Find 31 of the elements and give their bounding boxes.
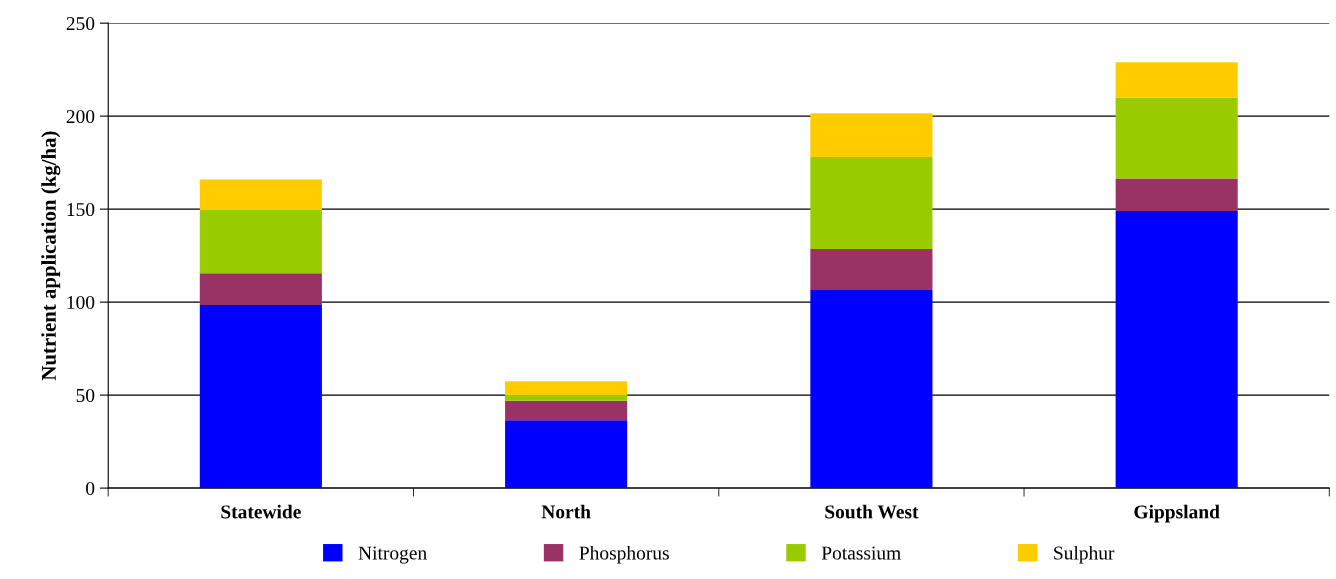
- x-tick-label: Statewide: [221, 504, 301, 519]
- y-tick-label: 200: [66, 109, 95, 124]
- y-axis-title: Nutrient application (kg/ha): [41, 131, 61, 381]
- bar: [505, 400, 628, 421]
- bar: [199, 273, 322, 305]
- bar: [1115, 62, 1238, 98]
- legend-label: Nitrogen: [358, 546, 427, 564]
- bar: [505, 420, 628, 489]
- bar: [810, 157, 933, 250]
- y-tick-label: 250: [66, 16, 95, 31]
- x-tick-label: North: [541, 504, 591, 519]
- x-tick-label: Gippsland: [1134, 504, 1220, 523]
- x-tick-label: South West: [825, 504, 919, 519]
- legend-label: Phosphorus: [579, 545, 669, 564]
- bar: [199, 210, 322, 274]
- bar: [1115, 97, 1238, 179]
- bar: [1115, 210, 1238, 489]
- bar: [505, 381, 628, 396]
- y-tick-label: 100: [67, 295, 95, 310]
- legend-label: Sulphur: [1054, 545, 1115, 564]
- y-tick-label: 0: [86, 481, 95, 496]
- y-tick-label: 50: [76, 388, 95, 403]
- y-tick-label: 150: [67, 202, 95, 217]
- bar: [810, 290, 933, 489]
- bar: [199, 304, 322, 489]
- legend-label: Potassium: [821, 546, 901, 560]
- bar: [810, 249, 933, 291]
- bar: [199, 179, 322, 211]
- bar: [1115, 178, 1238, 211]
- bar: [810, 113, 933, 158]
- bar: [505, 395, 628, 401]
